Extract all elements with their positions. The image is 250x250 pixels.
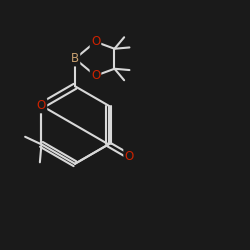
Text: B: B [71,52,79,65]
Text: O: O [37,99,46,112]
Text: O: O [124,150,134,163]
Text: O: O [91,35,100,48]
Text: O: O [91,69,100,82]
